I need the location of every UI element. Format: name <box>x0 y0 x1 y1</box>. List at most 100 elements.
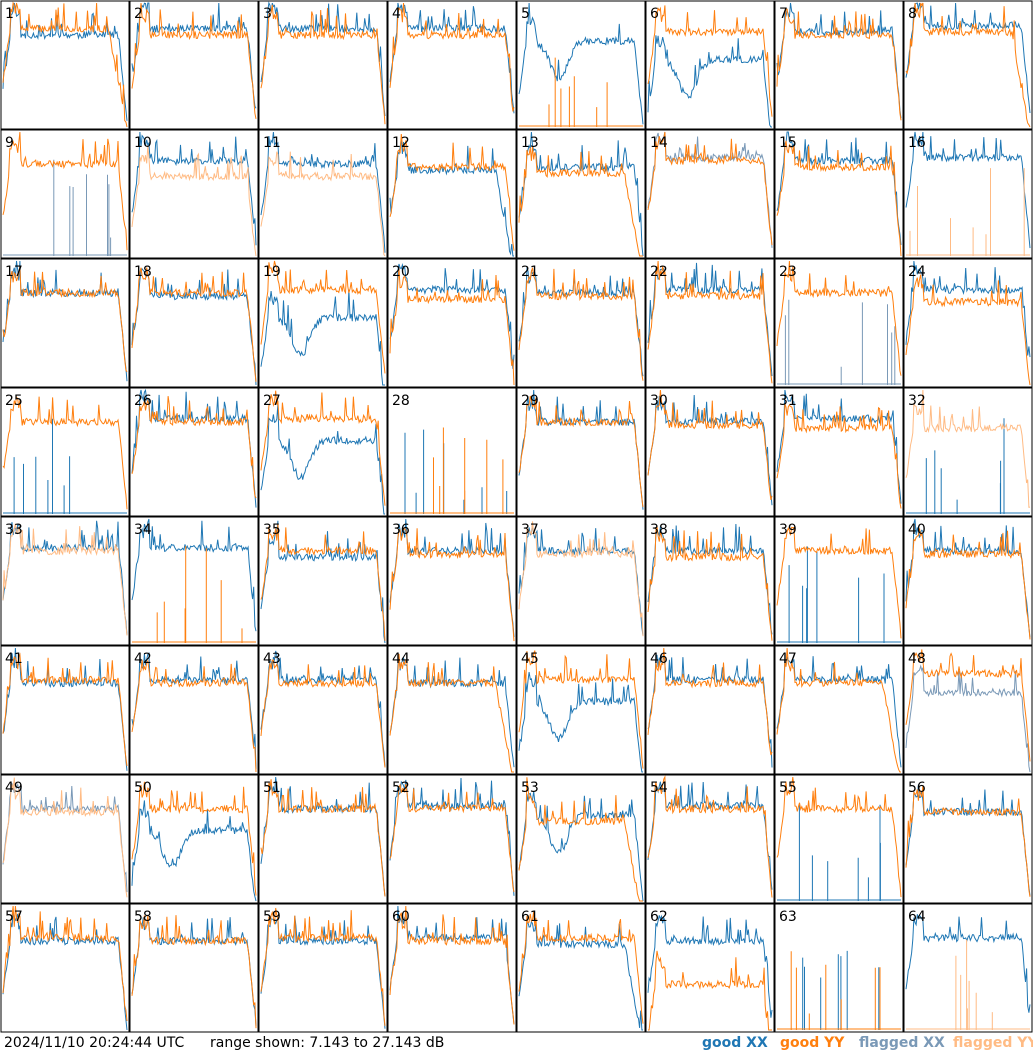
panel-64: 64 <box>903 903 1033 1033</box>
series-xx-line <box>647 654 773 768</box>
panel-frame <box>516 516 646 646</box>
series-yy-line <box>389 905 515 1025</box>
panel-11: 11 <box>258 129 388 259</box>
panel-label: 10 <box>134 135 152 151</box>
panel-label: 22 <box>650 264 668 280</box>
panel-label: 29 <box>521 393 539 409</box>
panel-52: 52 <box>387 774 517 904</box>
panel-frame <box>0 258 130 388</box>
panel-13: 13 <box>516 129 646 259</box>
series-yy-line <box>389 783 515 893</box>
panel-frame <box>774 516 904 646</box>
panel-frame <box>516 774 646 904</box>
panel-frame <box>645 645 775 775</box>
series-yy-line <box>2 395 128 510</box>
series-yy-line <box>648 950 772 1031</box>
panel-53: 53 <box>516 774 646 904</box>
panel-label: 30 <box>650 393 668 409</box>
panel-27: 27 <box>258 387 388 517</box>
panel-18: 18 <box>129 258 259 388</box>
panel-frame <box>645 774 775 904</box>
series-yy-line <box>260 390 386 506</box>
series-yy-line <box>131 659 257 773</box>
panel-label: 37 <box>521 522 539 538</box>
panel-7: 7 <box>774 0 904 130</box>
panel-label: 58 <box>134 909 152 925</box>
panel-label: 45 <box>521 651 539 667</box>
panel-frame <box>129 774 259 904</box>
panel-label: 8 <box>908 6 917 22</box>
series-yy-line <box>905 785 1031 897</box>
panel-44: 44 <box>387 645 517 775</box>
panel-55: 55 <box>774 774 904 904</box>
panel-28: 28 <box>387 387 517 517</box>
panel-58: 58 <box>129 903 259 1033</box>
panel-label: 1 <box>5 6 14 22</box>
series-xx-line <box>260 915 386 1029</box>
series-yy-line <box>260 523 386 641</box>
panel-frame <box>258 129 388 259</box>
series-yy-line <box>776 140 902 257</box>
panel-label: 18 <box>134 264 152 280</box>
panel-26: 26 <box>129 387 259 517</box>
series-yy-line <box>906 939 1030 1030</box>
panel-17: 17 <box>0 258 130 388</box>
series-yy-line <box>647 775 773 898</box>
series-xx-line <box>2 260 128 382</box>
series-xx-line <box>647 394 773 506</box>
series-xx-line <box>3 418 127 514</box>
series-xx-line <box>131 267 257 386</box>
series-yy-line <box>131 915 257 1029</box>
series-yy-line <box>131 2 257 119</box>
series-yy-line <box>777 951 901 1030</box>
series-yy-line <box>2 777 128 898</box>
panel-48: 48 <box>903 645 1033 775</box>
series-xx-line <box>260 776 386 897</box>
panel-label: 36 <box>392 522 410 538</box>
series-xx-line <box>260 131 386 253</box>
panel-frame <box>129 258 259 388</box>
series-yy-line <box>260 659 386 768</box>
series-xx-line <box>647 781 773 890</box>
timestamp-label: 2024/11/10 20:24:44 UTC <box>4 1035 185 1051</box>
panel-label: 21 <box>521 264 539 280</box>
panel-frame <box>516 903 646 1033</box>
panel-38: 38 <box>645 516 775 646</box>
panel-59: 59 <box>258 903 388 1033</box>
panel-3: 3 <box>258 0 388 130</box>
panel-frame <box>387 645 517 775</box>
panel-label: 2 <box>134 6 143 22</box>
panel-frame <box>258 516 388 646</box>
panel-frame <box>645 516 775 646</box>
series-yy-line <box>389 528 515 642</box>
series-yy-line <box>776 776 902 898</box>
panel-29: 29 <box>516 387 646 517</box>
legend-good-yy: good YY <box>780 1035 845 1051</box>
series-yy-line <box>776 8 902 121</box>
panel-frame <box>387 516 517 646</box>
panel-33: 33 <box>0 516 130 646</box>
panel-frame <box>387 0 517 130</box>
series-yy-line <box>647 647 773 756</box>
legend-good-xx: good XX <box>702 1035 768 1051</box>
panel-51: 51 <box>258 774 388 904</box>
panel-15: 15 <box>774 129 904 259</box>
series-yy-line <box>906 168 1030 256</box>
series-yy-line <box>518 395 644 508</box>
series-xx-line <box>777 299 901 385</box>
series-xx-line <box>131 131 257 246</box>
panel-label: 49 <box>5 780 23 796</box>
panel-frame <box>516 645 646 775</box>
series-yy-line <box>389 133 515 251</box>
series-xx-line <box>131 518 257 632</box>
series-xx-line <box>518 791 644 902</box>
panel-label: 57 <box>5 909 23 925</box>
series-xx-line <box>518 2 644 125</box>
panel-30: 30 <box>645 387 775 517</box>
panel-label: 56 <box>908 780 926 796</box>
panel-label: 19 <box>263 264 281 280</box>
panel-label: 33 <box>5 522 23 538</box>
series-yy-line <box>260 4 386 125</box>
panel-label: 25 <box>5 393 23 409</box>
